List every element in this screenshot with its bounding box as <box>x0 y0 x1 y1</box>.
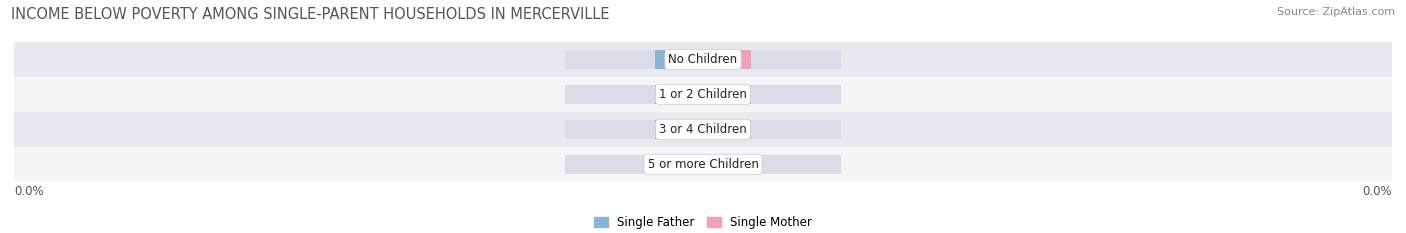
Text: 3 or 4 Children: 3 or 4 Children <box>659 123 747 136</box>
Text: 0.0%: 0.0% <box>664 89 695 99</box>
Text: Source: ZipAtlas.com: Source: ZipAtlas.com <box>1277 7 1395 17</box>
Bar <box>655 50 703 69</box>
Bar <box>14 147 1392 182</box>
Bar <box>703 85 751 104</box>
Bar <box>655 120 703 139</box>
Text: 0.0%: 0.0% <box>711 89 742 99</box>
Text: 0.0%: 0.0% <box>711 124 742 134</box>
Bar <box>703 155 841 174</box>
Bar <box>655 85 703 104</box>
Text: No Children: No Children <box>668 53 738 66</box>
Bar <box>703 50 751 69</box>
Text: 0.0%: 0.0% <box>664 159 695 169</box>
Text: 0.0%: 0.0% <box>664 124 695 134</box>
Bar <box>14 112 1392 147</box>
Text: INCOME BELOW POVERTY AMONG SINGLE-PARENT HOUSEHOLDS IN MERCERVILLE: INCOME BELOW POVERTY AMONG SINGLE-PARENT… <box>11 7 610 22</box>
Bar <box>565 120 703 139</box>
Bar <box>703 155 751 174</box>
Bar <box>14 42 1392 77</box>
Text: 0.0%: 0.0% <box>711 55 742 64</box>
Text: 0.0%: 0.0% <box>711 159 742 169</box>
Text: 0.0%: 0.0% <box>664 55 695 64</box>
Bar <box>703 50 841 69</box>
Bar <box>565 155 703 174</box>
Text: 0.0%: 0.0% <box>14 185 44 198</box>
Legend: Single Father, Single Mother: Single Father, Single Mother <box>593 216 813 229</box>
Text: 5 or more Children: 5 or more Children <box>648 158 758 171</box>
Bar <box>703 85 841 104</box>
Bar <box>703 120 751 139</box>
Text: 1 or 2 Children: 1 or 2 Children <box>659 88 747 101</box>
Bar <box>14 77 1392 112</box>
Bar <box>565 85 703 104</box>
Bar <box>565 50 703 69</box>
Text: 0.0%: 0.0% <box>1362 185 1392 198</box>
Bar <box>655 155 703 174</box>
Bar <box>703 120 841 139</box>
